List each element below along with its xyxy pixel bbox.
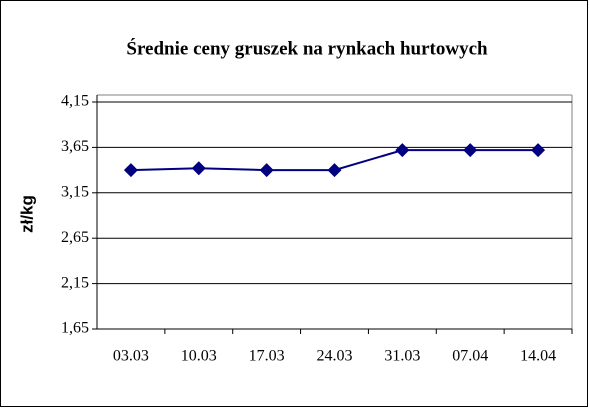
data-point: [463, 143, 478, 158]
y-tick-label: 3,15: [61, 183, 89, 200]
x-tick-label: 14.04: [520, 348, 556, 365]
chart-title: Średnie ceny gruszek na rynkach hurtowyc…: [126, 37, 488, 59]
data-point: [531, 143, 546, 158]
x-tick-label: 03.03: [113, 348, 149, 365]
y-tick-label: 4,15: [61, 93, 89, 110]
x-tick-label: 07.04: [452, 348, 488, 365]
data-point: [395, 143, 410, 158]
data-point: [123, 163, 138, 178]
data-point: [327, 163, 342, 178]
y-axis-label: zł/kg: [17, 195, 36, 233]
x-tick-label: 31.03: [384, 348, 420, 365]
data-point: [191, 161, 206, 176]
y-tick-label: 3,65: [61, 138, 89, 155]
x-tick-label: 24.03: [317, 348, 353, 365]
x-tick-label: 17.03: [249, 348, 285, 365]
y-tick-label: 2,65: [61, 229, 89, 246]
data-point: [259, 163, 274, 178]
x-tick-label: 10.03: [181, 348, 217, 365]
y-tick-label: 1,65: [61, 320, 89, 337]
y-tick-label: 2,15: [61, 274, 89, 291]
